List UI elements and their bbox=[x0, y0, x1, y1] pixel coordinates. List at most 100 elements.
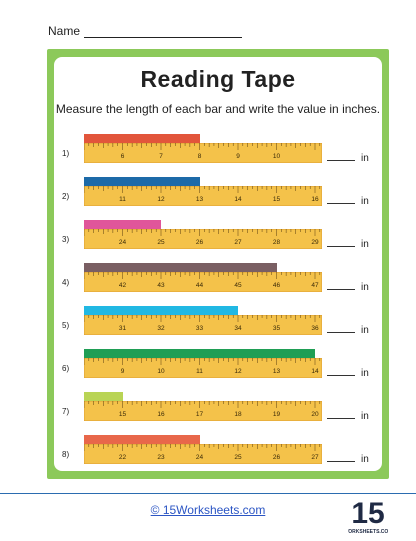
problem-number: 4) bbox=[62, 278, 70, 287]
ruler-tick-label: 15 bbox=[273, 196, 281, 203]
ruler-body bbox=[84, 186, 322, 206]
unit-label: in bbox=[361, 368, 369, 379]
problem-number: 8) bbox=[62, 450, 70, 459]
ruler-tick-label: 18 bbox=[234, 411, 242, 418]
ruler-tick-label: 43 bbox=[157, 282, 165, 289]
ruler-tick-label: 9 bbox=[236, 153, 240, 160]
ruler-tick-label: 44 bbox=[196, 282, 204, 289]
answer-blank[interactable] bbox=[327, 374, 355, 376]
ruler-tick-label: 6 bbox=[121, 153, 125, 160]
ruler-body bbox=[84, 358, 322, 378]
answer-blank[interactable] bbox=[327, 288, 355, 290]
ruler-tick-label: 8 bbox=[198, 153, 202, 160]
measure-bar bbox=[84, 349, 315, 358]
ruler-tick-label: 16 bbox=[157, 411, 165, 418]
ruler-tick-label: 13 bbox=[196, 196, 204, 203]
ruler-tick-label: 10 bbox=[157, 368, 165, 375]
ruler-tick-label: 22 bbox=[119, 454, 127, 461]
answer-blank[interactable] bbox=[327, 202, 355, 204]
measure-bar bbox=[84, 177, 200, 186]
unit-label: in bbox=[361, 153, 369, 164]
ruler-body bbox=[84, 272, 322, 292]
problem-row: 7) 15 16 17 18 19 20 in bbox=[54, 392, 382, 432]
measure-bar bbox=[84, 263, 277, 272]
ruler-tick-label: 26 bbox=[196, 239, 204, 246]
problem-number: 6) bbox=[62, 364, 70, 373]
problem-row: 3) 24 25 26 27 28 29 in bbox=[54, 220, 382, 260]
ruler: 42 43 44 45 46 47 bbox=[84, 272, 322, 292]
ruler-tick-label: 31 bbox=[119, 325, 127, 332]
worksheet-instructions: Measure the length of each bar and write… bbox=[55, 102, 381, 116]
ruler-tick-label: 34 bbox=[234, 325, 242, 332]
ruler-tick-label: 33 bbox=[196, 325, 204, 332]
answer-blank[interactable] bbox=[327, 417, 355, 419]
unit-label: in bbox=[361, 196, 369, 207]
problem-row: 8) 22 23 24 25 26 27 in bbox=[54, 435, 382, 475]
problem-number: 2) bbox=[62, 192, 70, 201]
ruler-tick-label: 10 bbox=[273, 153, 281, 160]
ruler: 24 25 26 27 28 29 bbox=[84, 229, 322, 249]
problem-number: 3) bbox=[62, 235, 70, 244]
ruler: 22 23 24 25 26 27 bbox=[84, 444, 322, 464]
ruler-tick-label: 27 bbox=[234, 239, 242, 246]
problem-row: 5) 31 32 33 34 35 36 in bbox=[54, 306, 382, 346]
ruler-tick-label: 47 bbox=[311, 282, 319, 289]
answer-blank[interactable] bbox=[327, 331, 355, 333]
ruler-tick-label: 36 bbox=[311, 325, 319, 332]
answer-blank[interactable] bbox=[327, 245, 355, 247]
ruler: 9 10 11 12 13 14 bbox=[84, 358, 322, 378]
problem-row: 4) 42 43 44 45 46 47 in bbox=[54, 263, 382, 303]
ruler-tick-label: 26 bbox=[273, 454, 281, 461]
problem-row: 1) 6 7 8 9 10 in bbox=[54, 134, 382, 174]
ruler-tick-label: 13 bbox=[273, 368, 281, 375]
logo-text: WORKSHEETS.COM bbox=[348, 529, 388, 535]
ruler-tick-label: 12 bbox=[157, 196, 165, 203]
ruler-tick-label: 35 bbox=[273, 325, 281, 332]
ruler-tick-label: 23 bbox=[157, 454, 165, 461]
site-logo: 15 WORKSHEETS.COM bbox=[344, 496, 393, 536]
footer-link[interactable]: © 15Worksheets.com bbox=[150, 503, 266, 517]
ruler-tick-label: 16 bbox=[311, 196, 319, 203]
measure-bar bbox=[84, 306, 238, 315]
ruler-tick-label: 9 bbox=[121, 368, 125, 375]
ruler-tick-label: 7 bbox=[159, 153, 163, 160]
unit-label: in bbox=[361, 325, 369, 336]
ruler-tick-label: 11 bbox=[196, 368, 203, 375]
ruler-tick-label: 29 bbox=[311, 239, 319, 246]
ruler-body bbox=[84, 444, 322, 464]
ruler-tick-label: 24 bbox=[119, 239, 127, 246]
worksheet-title: Reading Tape bbox=[140, 66, 296, 92]
problem-number: 7) bbox=[62, 407, 70, 416]
ruler-tick-label: 45 bbox=[234, 282, 242, 289]
problem-number: 1) bbox=[62, 149, 70, 158]
ruler-tick-label: 20 bbox=[311, 411, 319, 418]
measure-bar bbox=[84, 220, 161, 229]
measure-bar bbox=[84, 134, 200, 143]
name-label: Name bbox=[48, 24, 81, 38]
answer-blank[interactable] bbox=[327, 159, 355, 161]
name-field[interactable]: Name bbox=[48, 22, 243, 38]
logo-number: 15 bbox=[351, 497, 384, 530]
answer-blank[interactable] bbox=[327, 460, 355, 462]
ruler-tick-label: 24 bbox=[196, 454, 204, 461]
measure-bar bbox=[84, 435, 200, 444]
unit-label: in bbox=[361, 282, 369, 293]
ruler-tick-label: 32 bbox=[157, 325, 165, 332]
ruler-tick-label: 42 bbox=[119, 282, 127, 289]
name-underline[interactable] bbox=[84, 25, 243, 38]
ruler-body bbox=[84, 229, 322, 249]
unit-label: in bbox=[361, 411, 369, 422]
ruler-tick-label: 14 bbox=[234, 196, 242, 203]
ruler-tick-label: 15 bbox=[119, 411, 127, 418]
measure-bar bbox=[84, 392, 123, 401]
ruler: 6 7 8 9 10 bbox=[84, 143, 322, 163]
worksheet-frame: Reading Tape Measure the length of each … bbox=[47, 49, 389, 479]
ruler-body bbox=[84, 315, 322, 335]
problem-row: 6) 9 10 11 12 13 14 in bbox=[54, 349, 382, 389]
ruler-body bbox=[84, 401, 322, 421]
ruler-tick-label: 46 bbox=[273, 282, 281, 289]
ruler: 11 12 13 14 15 16 bbox=[84, 186, 322, 206]
problem-row: 2) 11 12 13 14 15 16 in bbox=[54, 177, 382, 217]
ruler-tick-label: 27 bbox=[311, 454, 319, 461]
ruler-tick-label: 28 bbox=[273, 239, 281, 246]
